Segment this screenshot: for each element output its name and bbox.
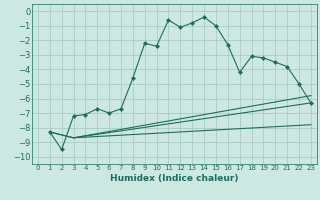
X-axis label: Humidex (Indice chaleur): Humidex (Indice chaleur) xyxy=(110,174,239,183)
